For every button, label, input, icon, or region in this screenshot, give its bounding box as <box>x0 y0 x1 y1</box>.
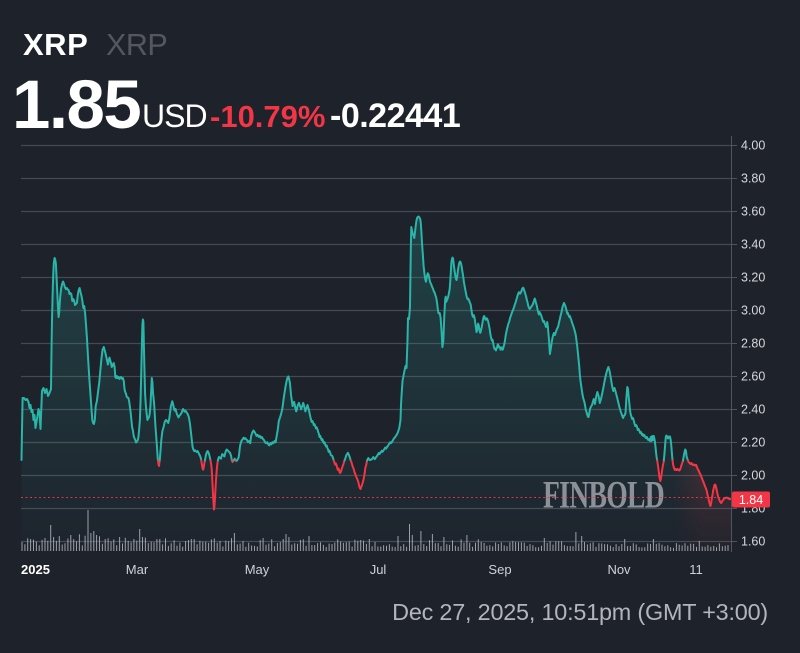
svg-text:4.00: 4.00 <box>741 139 765 153</box>
svg-text:Sep: Sep <box>488 562 511 577</box>
svg-text:3.20: 3.20 <box>741 271 765 285</box>
svg-text:2025: 2025 <box>21 562 50 577</box>
svg-text:1.60: 1.60 <box>741 535 765 549</box>
svg-text:2.60: 2.60 <box>741 370 765 384</box>
svg-text:1.84: 1.84 <box>739 493 763 507</box>
svg-text:Nov: Nov <box>607 562 631 577</box>
svg-text:Jul: Jul <box>370 562 387 577</box>
svg-text:3.80: 3.80 <box>741 172 765 186</box>
svg-text:2.40: 2.40 <box>741 403 765 417</box>
svg-text:11: 11 <box>689 562 703 577</box>
svg-text:3.00: 3.00 <box>741 304 765 318</box>
svg-text:May: May <box>245 562 270 577</box>
svg-text:2.80: 2.80 <box>741 337 765 351</box>
svg-text:3.60: 3.60 <box>741 205 765 219</box>
svg-text:2.00: 2.00 <box>741 469 765 483</box>
svg-text:Mar: Mar <box>126 562 149 577</box>
svg-text:3.40: 3.40 <box>741 238 765 252</box>
svg-text:2.20: 2.20 <box>741 436 765 450</box>
svg-text:FINBOLD: FINBOLD <box>543 474 664 517</box>
